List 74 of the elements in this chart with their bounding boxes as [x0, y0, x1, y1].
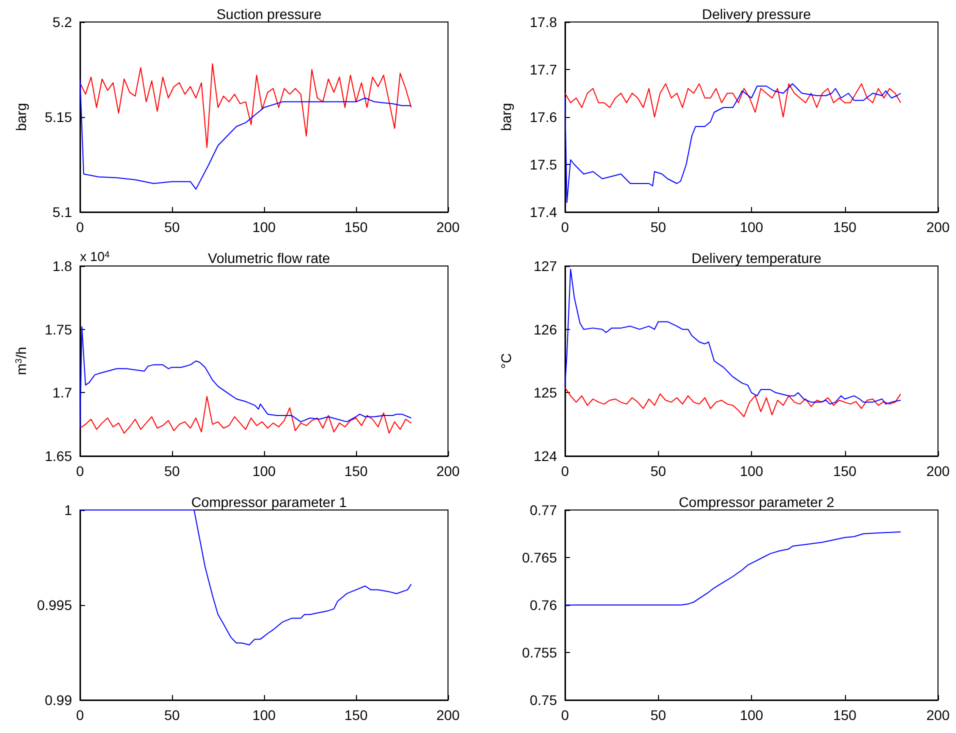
y-tick-label: 1.7	[52, 384, 72, 401]
y-tick-label: 0.75	[530, 692, 558, 708]
x-tick-label: 100	[252, 463, 276, 479]
x-tick-label: 150	[833, 463, 857, 479]
y-tick-label: 0.99	[44, 692, 72, 708]
y-tick-label: 125	[534, 384, 558, 401]
line-series	[80, 78, 412, 190]
y-axis-title: °C	[498, 353, 514, 369]
x-tick-label: 150	[344, 707, 368, 723]
x-tick-label: 0	[76, 707, 84, 723]
y-tick-label: 17.7	[530, 62, 558, 78]
line-series	[564, 83, 902, 203]
x-tick-label: 50	[164, 219, 180, 235]
x-tick-label: 100	[252, 707, 276, 723]
y-tick-label: 127	[534, 258, 558, 274]
y-tick-label: 1.65	[44, 448, 72, 464]
x-tick-label: 0	[76, 219, 84, 235]
y-tick-label: 1.8	[52, 258, 72, 274]
y-tick-label: 0.765	[522, 550, 558, 566]
y-axis-title: m3/h	[13, 346, 29, 376]
x-tick-label: 150	[344, 219, 368, 235]
chart-title: Volumetric flow rate	[208, 250, 330, 266]
x-tick-label: 0	[561, 219, 570, 235]
x-tick-label: 150	[833, 219, 857, 235]
y-axis-title: barg	[498, 102, 514, 132]
line-series	[80, 326, 412, 429]
x-tick-label: 200	[926, 707, 950, 723]
y-tick-label: 17.4	[530, 204, 558, 220]
y-tick-label: 0.755	[522, 644, 558, 660]
line-series	[564, 531, 902, 606]
chart-title: Compressor parameter 1	[191, 494, 348, 510]
x-tick-label: 150	[344, 463, 368, 479]
y-tick-label: 1.75	[44, 321, 72, 338]
line-series	[564, 83, 902, 118]
x-tick-label: 200	[926, 463, 950, 479]
x-tick-label: 100	[252, 219, 276, 235]
x-tick-label: 50	[650, 707, 666, 723]
chart-title: Compressor parameter 2	[678, 494, 835, 510]
x-tick-label: 200	[926, 219, 950, 235]
y-tick-label: 17.8	[530, 14, 558, 30]
line-series	[80, 396, 412, 434]
x-tick-label: 100	[740, 707, 764, 723]
y-tick-label: 1	[64, 502, 72, 518]
x-tick-label: 50	[164, 463, 180, 479]
x-tick-label: 50	[164, 707, 180, 723]
y-tick-label: 126	[534, 321, 558, 338]
y-tick-label: 5.15	[44, 109, 72, 125]
line-series	[564, 387, 902, 418]
y-tick-label: 5.2	[52, 14, 72, 30]
y-tick-label: 0.995	[36, 597, 72, 613]
chart-title: Suction pressure	[216, 6, 322, 22]
y-tick-label: 17.6	[530, 109, 558, 125]
x-tick-label: 50	[650, 463, 666, 479]
y-tick-label: 5.1	[52, 204, 72, 220]
line-series	[80, 510, 412, 646]
x-tick-label: 100	[740, 463, 764, 479]
chart-title: Delivery temperature	[692, 250, 822, 266]
x-tick-label: 50	[650, 219, 666, 235]
line-series	[80, 63, 412, 148]
x-tick-label: 0	[561, 463, 570, 479]
chart-title: Delivery pressure	[702, 6, 812, 22]
x-tick-label: 0	[561, 707, 570, 723]
y-tick-label: 124	[534, 448, 558, 464]
x-tick-label: 200	[436, 219, 460, 235]
y-axis-title: barg	[13, 102, 29, 132]
x-tick-label: 200	[436, 707, 460, 723]
x-tick-label: 0	[76, 463, 84, 479]
y-tick-label: 0.76	[530, 597, 558, 613]
x-tick-label: 100	[740, 219, 764, 235]
line-series	[564, 268, 902, 405]
y-tick-label: 0.77	[530, 502, 558, 518]
x-tick-label: 200	[436, 463, 460, 479]
x-tick-label: 150	[833, 707, 857, 723]
y-tick-label: 17.5	[530, 156, 558, 172]
